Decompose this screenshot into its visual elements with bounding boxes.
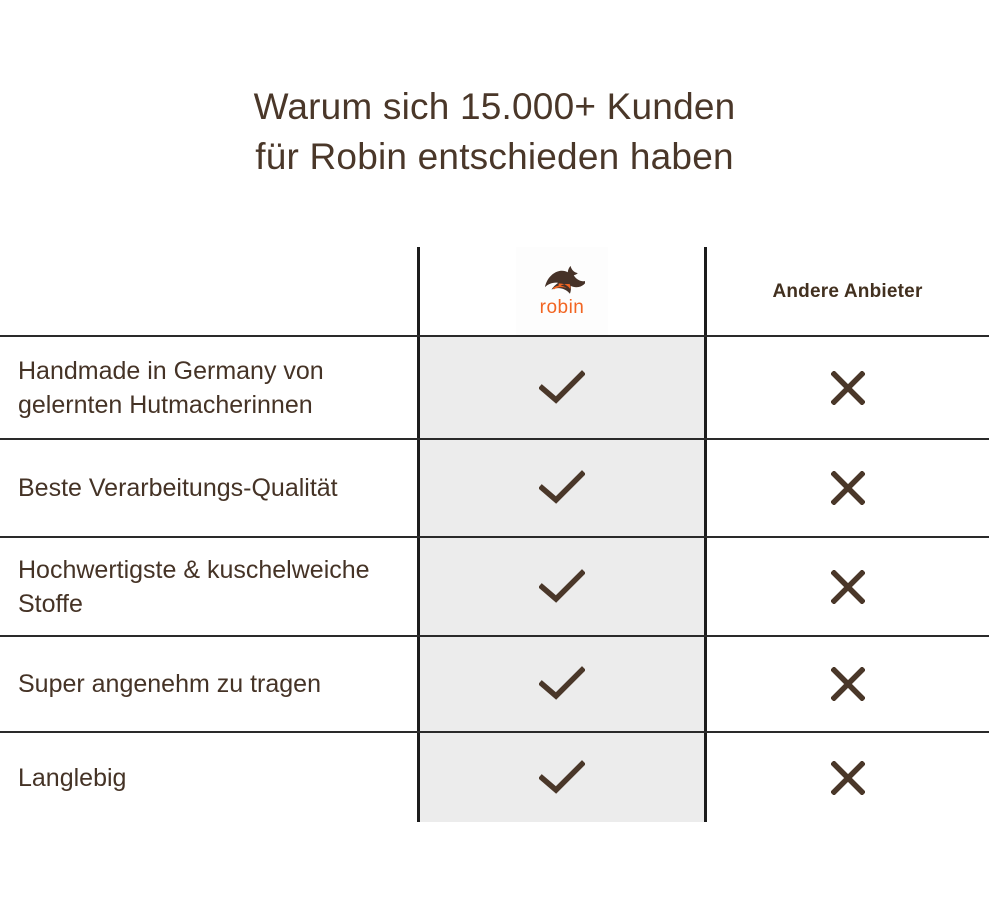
row-divider-1 [0, 438, 989, 440]
table-header-others: Andere Anbieter [706, 247, 989, 336]
robin-logo: robin [516, 247, 608, 336]
robin-logo-wordmark: robin [539, 296, 585, 318]
check-icon [539, 369, 585, 404]
robin-cell [418, 538, 706, 635]
feature-label: Hochwertigste & kuschelweiche Stoffe [18, 555, 370, 618]
row-divider-0 [0, 335, 989, 337]
check-icon [539, 759, 585, 794]
others-cell [706, 637, 989, 731]
row-divider-4 [0, 731, 989, 733]
check-icon [539, 568, 585, 603]
cross-icon [830, 471, 865, 505]
row-divider-2 [0, 536, 989, 538]
row-divider-3 [0, 635, 989, 637]
check-icon [539, 470, 585, 504]
table-header-row: robin Andere Anbieter [0, 247, 989, 336]
table-header-others-label: Andere Anbieter [772, 280, 923, 302]
robin-column-highlight [418, 336, 706, 822]
table-row: Super angenehm zu tragen [0, 637, 989, 731]
others-cell [706, 733, 989, 822]
column-divider-left [417, 247, 420, 822]
robin-bird-logo-icon [544, 265, 585, 294]
cross-icon [830, 760, 865, 795]
others-cell [706, 440, 989, 536]
others-cell [706, 337, 989, 438]
feature-label: Langlebig [18, 763, 127, 792]
table-row: Hochwertigste & kuschelweiche Stoffe [0, 538, 989, 635]
table-header-robin: robin [418, 247, 706, 336]
page-title-line-1: Warum sich 15.000+ Kunden [253, 86, 736, 127]
robin-cell [418, 440, 706, 536]
column-divider-right [704, 247, 707, 822]
check-icon [539, 666, 585, 700]
feature-label: Super angenehm zu tragen [18, 670, 321, 698]
comparison-table: robin Andere Anbieter Handmade in German… [0, 247, 989, 822]
table-row: Langlebig [0, 733, 989, 822]
cross-icon [830, 370, 865, 405]
robin-cell [418, 637, 706, 731]
cross-icon [830, 667, 865, 701]
table-row: Handmade in Germany von gelernten Hutmac… [0, 337, 989, 438]
table-row: Beste Verarbeitungs-Qualität [0, 440, 989, 536]
feature-label: Handmade in Germany von gelernten Hutmac… [18, 356, 324, 419]
robin-cell [418, 733, 706, 822]
page-title: Warum sich 15.000+ Kunden für Robin ents… [0, 82, 989, 182]
feature-label: Beste Verarbeitungs-Qualität [18, 474, 338, 502]
page-title-line-2: für Robin entschieden haben [255, 136, 734, 177]
robin-cell [418, 337, 706, 438]
others-cell [706, 538, 989, 635]
cross-icon [830, 569, 865, 604]
